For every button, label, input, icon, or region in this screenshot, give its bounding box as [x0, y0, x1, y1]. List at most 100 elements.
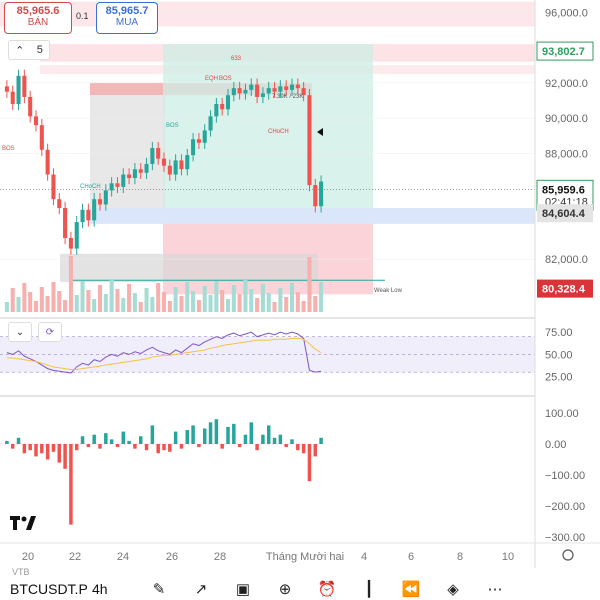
candlestick-series[interactable]	[4, 69, 324, 255]
demand-zone	[90, 208, 535, 224]
candle[interactable]	[109, 177, 114, 197]
candle[interactable]	[167, 159, 172, 181]
candle[interactable]	[266, 81, 271, 100]
candle[interactable]	[208, 110, 213, 137]
candle[interactable]	[272, 81, 277, 98]
candle[interactable]	[319, 175, 324, 213]
replay-icon[interactable]: ⏪	[401, 581, 421, 598]
candle[interactable]	[33, 110, 39, 132]
volume-bar	[22, 283, 27, 312]
indicator-collapse-button[interactable]: ⌃ 5	[8, 40, 50, 60]
candle[interactable]	[161, 152, 167, 172]
settings-gear-icon[interactable]	[562, 549, 574, 561]
alarm-icon[interactable]: ⏰	[317, 581, 337, 598]
candle-body	[208, 116, 213, 131]
candle[interactable]	[255, 78, 260, 104]
candle[interactable]	[127, 168, 132, 185]
volume-bar	[63, 300, 68, 312]
time-tick-label: 20	[22, 551, 34, 563]
candle[interactable]	[295, 78, 300, 95]
candle[interactable]	[74, 215, 79, 255]
candle[interactable]	[39, 118, 44, 156]
candle[interactable]	[231, 81, 236, 102]
candle[interactable]	[249, 78, 254, 97]
eqh-label: EQH	[205, 76, 218, 82]
candle-body	[22, 75, 27, 97]
candle[interactable]	[45, 143, 50, 181]
candle[interactable]	[225, 89, 231, 116]
candle[interactable]	[191, 133, 196, 162]
pencil-icon[interactable]: ✎	[152, 581, 166, 598]
candle[interactable]	[92, 193, 97, 227]
candle[interactable]	[202, 124, 207, 149]
chevron-down-icon[interactable]: ⌄	[8, 322, 32, 342]
candle[interactable]	[237, 81, 242, 100]
chart-background-zones	[0, 1, 535, 295]
buy-quote-button[interactable]: 85,965.7 MUA	[96, 2, 158, 34]
candle[interactable]	[307, 89, 312, 192]
candle[interactable]	[68, 231, 73, 255]
candle[interactable]	[289, 78, 295, 97]
candle[interactable]	[16, 69, 21, 111]
candle[interactable]	[150, 141, 155, 171]
candle[interactable]	[121, 168, 126, 194]
candle[interactable]	[80, 203, 85, 229]
candle[interactable]	[57, 193, 62, 215]
candle[interactable]	[86, 203, 91, 227]
sell-quote-button[interactable]: 85,965.6 BÁN	[4, 2, 72, 34]
candle[interactable]	[144, 157, 149, 179]
candle-body	[231, 88, 236, 96]
templates-icon[interactable]: ▣	[235, 581, 251, 598]
candle-body	[319, 181, 324, 207]
candle[interactable]	[260, 87, 265, 104]
rsi-ma-line	[6, 337, 322, 370]
oscillator-pane[interactable]: 100.00 0.00 −100.00 −200.00 −300.00	[0, 395, 585, 544]
rsi-pane[interactable]: 75.00 50.00 25.00	[0, 317, 573, 384]
candle-body	[156, 148, 161, 159]
candle[interactable]	[28, 90, 33, 123]
candle-body	[86, 209, 91, 221]
candle[interactable]	[284, 80, 289, 97]
volume-bar	[196, 300, 201, 312]
time-tick-label: 8	[457, 551, 463, 563]
trading-chart[interactable]: 75.00 50.00 25.00 100.00 0.00 −100.00 −200.00…	[0, 0, 600, 568]
candle[interactable]	[51, 168, 56, 206]
candle[interactable]	[156, 141, 161, 165]
more-icon[interactable]: ⋯	[487, 581, 503, 598]
chart-type-icon[interactable]: ┃	[364, 581, 374, 598]
candle[interactable]	[173, 154, 178, 181]
candle-body	[284, 86, 289, 90]
candle[interactable]	[22, 69, 27, 104]
candle[interactable]	[196, 133, 201, 149]
candle[interactable]	[301, 81, 306, 102]
candle[interactable]	[220, 97, 225, 116]
indicator-count: 5	[36, 44, 43, 56]
symbol-button[interactable]: BTCUSDT.P	[10, 581, 88, 597]
interval-button[interactable]: 4h	[92, 581, 108, 597]
candle[interactable]	[214, 97, 219, 123]
candle[interactable]	[103, 184, 108, 211]
indicators-icon[interactable]: ↗	[194, 581, 208, 598]
candle[interactable]	[185, 148, 190, 176]
osc-bar	[232, 423, 236, 444]
candle[interactable]	[10, 85, 15, 111]
candle[interactable]	[179, 154, 184, 176]
refresh-icon[interactable]: ⟳	[38, 322, 62, 342]
candle[interactable]	[63, 201, 68, 245]
candle[interactable]	[4, 80, 9, 98]
candle[interactable]	[132, 163, 137, 185]
candle[interactable]	[115, 177, 120, 194]
candle[interactable]	[243, 83, 248, 100]
osc-tick-label: −100.00	[545, 470, 585, 482]
volume-bar	[16, 297, 21, 312]
candle[interactable]	[313, 178, 318, 213]
candle[interactable]	[97, 193, 103, 211]
layers-icon[interactable]: ◈	[447, 581, 459, 598]
volume-bar	[319, 282, 324, 312]
candle[interactable]	[138, 163, 143, 179]
add-icon[interactable]: ⊕	[278, 581, 292, 598]
stop-price-tag-bg	[537, 279, 593, 298]
candle[interactable]	[278, 80, 283, 98]
volume-bar	[289, 283, 295, 312]
volume-bar	[109, 280, 114, 312]
